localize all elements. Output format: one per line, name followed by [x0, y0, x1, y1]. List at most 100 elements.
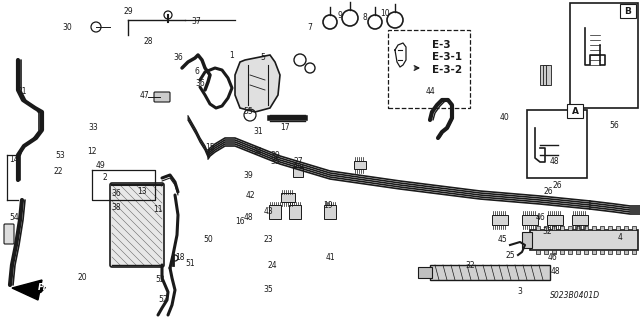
Bar — [536, 250, 540, 254]
Bar — [547, 215, 563, 225]
Text: 29: 29 — [123, 8, 133, 17]
Text: FR.: FR. — [38, 284, 54, 293]
Bar — [608, 226, 612, 230]
Text: 27: 27 — [293, 158, 303, 167]
Text: 53: 53 — [55, 151, 65, 160]
Text: 32: 32 — [542, 227, 552, 236]
Bar — [289, 205, 301, 219]
Text: 39: 39 — [270, 151, 280, 160]
Text: 26: 26 — [543, 188, 553, 197]
Text: 45: 45 — [497, 235, 507, 244]
Bar — [584, 250, 588, 254]
Text: 50: 50 — [203, 235, 213, 244]
Bar — [530, 230, 638, 250]
Text: 52: 52 — [155, 276, 165, 285]
Text: B: B — [625, 6, 632, 16]
Text: 35: 35 — [263, 286, 273, 294]
Text: 9: 9 — [337, 11, 342, 19]
Text: 6: 6 — [195, 68, 200, 77]
Text: 10: 10 — [380, 9, 390, 18]
Text: 41: 41 — [325, 254, 335, 263]
Text: 30: 30 — [62, 24, 72, 33]
Bar — [544, 250, 548, 254]
Text: 17: 17 — [280, 123, 290, 132]
Text: 5: 5 — [260, 54, 266, 63]
Bar — [572, 215, 588, 225]
Bar — [584, 226, 588, 230]
Bar — [592, 226, 596, 230]
FancyBboxPatch shape — [110, 183, 164, 267]
Text: 7: 7 — [308, 24, 312, 33]
Text: 43: 43 — [263, 207, 273, 217]
Text: 40: 40 — [500, 114, 510, 122]
Bar — [620, 4, 636, 18]
Text: 4: 4 — [618, 234, 623, 242]
Text: 46: 46 — [547, 254, 557, 263]
Text: E-3-1: E-3-1 — [432, 52, 462, 62]
Bar — [632, 226, 636, 230]
Text: 55: 55 — [243, 108, 253, 116]
Bar — [624, 226, 628, 230]
Text: 48: 48 — [549, 158, 559, 167]
Bar — [608, 250, 612, 254]
Text: 31: 31 — [253, 128, 263, 137]
Bar — [616, 250, 620, 254]
FancyBboxPatch shape — [4, 224, 14, 244]
Bar — [354, 161, 366, 169]
Bar — [576, 250, 580, 254]
Text: 34: 34 — [252, 147, 262, 157]
Text: 47: 47 — [139, 91, 149, 100]
Text: 28: 28 — [143, 38, 153, 47]
Text: 18: 18 — [175, 254, 185, 263]
Bar — [388, 30, 470, 108]
Bar — [536, 226, 540, 230]
Text: A: A — [572, 107, 579, 115]
Text: 8: 8 — [363, 12, 367, 21]
Text: 23: 23 — [263, 235, 273, 244]
FancyBboxPatch shape — [154, 92, 170, 102]
Text: 54: 54 — [9, 213, 19, 222]
Text: 14: 14 — [9, 155, 19, 165]
Bar — [281, 193, 295, 202]
Bar — [546, 65, 551, 85]
Bar — [492, 215, 508, 225]
Bar — [522, 215, 538, 225]
Bar — [616, 226, 620, 230]
Bar — [552, 250, 556, 254]
Text: 21: 21 — [17, 87, 27, 97]
Text: 36: 36 — [173, 54, 183, 63]
Text: 25: 25 — [505, 250, 515, 259]
Text: 16: 16 — [235, 218, 245, 226]
Bar — [418, 267, 432, 278]
Bar — [568, 226, 572, 230]
Bar — [568, 250, 572, 254]
Bar — [527, 110, 587, 178]
Text: 32: 32 — [465, 261, 475, 270]
Bar — [624, 250, 628, 254]
Text: 33: 33 — [88, 123, 98, 132]
Bar — [560, 226, 564, 230]
Text: E-3-2: E-3-2 — [432, 65, 462, 75]
Text: 46: 46 — [535, 213, 545, 222]
Polygon shape — [12, 280, 42, 300]
Bar — [592, 250, 596, 254]
Bar — [632, 250, 636, 254]
Bar — [522, 232, 532, 248]
Bar — [540, 65, 545, 85]
Text: 37: 37 — [191, 18, 201, 26]
Bar — [293, 167, 303, 177]
Text: 24: 24 — [267, 261, 277, 270]
Text: 51: 51 — [185, 259, 195, 269]
Text: 15: 15 — [205, 144, 215, 152]
Text: 38: 38 — [111, 204, 121, 212]
Text: 44: 44 — [425, 87, 435, 97]
Bar — [560, 250, 564, 254]
Text: 3: 3 — [518, 287, 522, 296]
Text: 48: 48 — [550, 268, 560, 277]
Bar — [324, 205, 336, 219]
Text: 20: 20 — [77, 273, 87, 283]
Bar — [552, 226, 556, 230]
Bar — [430, 265, 550, 280]
Bar — [543, 65, 548, 85]
Text: S023B0401D: S023B0401D — [550, 291, 600, 300]
